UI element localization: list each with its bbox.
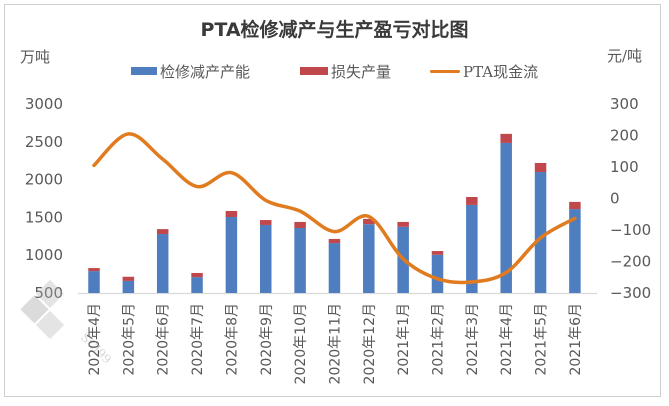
bar-loss — [294, 221, 306, 228]
x-axis-labels: 2020年4月 2020年5月 2020年6月 2020年7月 2020年8月 2020年… — [87, 303, 584, 384]
bar-capacity — [500, 142, 512, 293]
x-tick-label: 2021年2月 — [431, 303, 447, 376]
left-tick-label: 1000 — [25, 246, 63, 264]
left-tick-label: 1500 — [25, 208, 63, 226]
right-axis-ticks: 300 200 100 0 −100 −200 −300 — [610, 95, 651, 302]
x-tick-label: 2021年4月 — [499, 303, 515, 376]
right-tick-label: −100 — [610, 221, 651, 239]
legend-swatch-blue — [131, 67, 157, 75]
x-tick-label: 2021年3月 — [465, 303, 481, 376]
left-tick-label: 3000 — [25, 95, 63, 113]
bar-loss — [328, 238, 341, 244]
x-tick-label: 2020年6月 — [156, 303, 172, 376]
chart-frame — [4, 4, 661, 397]
x-tick-label: 2020年7月 — [190, 303, 206, 376]
legend-item-loss: 损失产量 — [300, 61, 391, 81]
bar-loss — [569, 201, 581, 210]
bar-series — [88, 133, 581, 293]
legend-label: 检修减产产能 — [160, 62, 251, 81]
legend-label: PTA现金流 — [463, 62, 539, 81]
bar-capacity — [260, 224, 272, 293]
x-tick-label: 2020年4月 — [87, 303, 103, 376]
x-tick-label: 2020年8月 — [224, 303, 240, 376]
x-tick-label: 2020年11月 — [327, 303, 343, 384]
bar-loss — [466, 196, 478, 205]
left-axis-unit: 万吨 — [20, 48, 51, 66]
bar-capacity — [122, 280, 135, 293]
bar-capacity — [363, 224, 375, 293]
bar-capacity — [569, 209, 581, 293]
left-tick-label: 2500 — [25, 133, 63, 151]
x-tick-label: 2020年10月 — [293, 303, 309, 384]
left-tick-label: 500 — [34, 284, 63, 302]
bar-loss — [122, 276, 135, 281]
right-tick-label: 200 — [610, 127, 639, 145]
x-tick-label: 2020年5月 — [121, 303, 137, 376]
bar-capacity — [328, 243, 341, 293]
legend-item-capacity: 检修减产产能 — [131, 61, 250, 81]
bar-loss — [88, 268, 100, 272]
right-axis-unit: 元/吨 — [607, 47, 643, 65]
bar-capacity — [294, 227, 306, 293]
right-tick-label: −300 — [610, 284, 651, 302]
bar-capacity — [191, 277, 203, 293]
x-tick-label: 2021年6月 — [568, 303, 584, 376]
bar-capacity — [88, 271, 100, 293]
bar-loss — [191, 272, 203, 278]
bar-loss — [363, 218, 375, 225]
right-tick-label: 0 — [610, 190, 620, 208]
cashflow-line — [92, 132, 577, 285]
bar-loss — [156, 229, 169, 235]
x-tick-label: 2021年1月 — [396, 303, 412, 376]
right-tick-label: 100 — [610, 158, 639, 176]
bar-capacity — [156, 234, 169, 293]
bar-loss — [431, 251, 444, 255]
bar-capacity — [534, 172, 547, 293]
legend-label: 损失产量 — [331, 62, 392, 81]
legend: 检修减产产能 损失产量 PTA现金流 — [0, 61, 669, 81]
bar-loss — [260, 220, 272, 225]
legend-swatch-orange-line — [430, 69, 460, 73]
x-tick-label: 2021年5月 — [534, 303, 550, 376]
bar-loss — [500, 133, 512, 143]
bar-loss — [397, 221, 409, 227]
legend-swatch-red — [300, 67, 328, 75]
left-tick-label: 2000 — [25, 171, 63, 189]
bar-capacity — [225, 217, 238, 293]
right-tick-label: −200 — [610, 253, 651, 271]
left-axis-ticks: 3000 2500 2000 1500 1000 500 — [25, 95, 63, 302]
x-tick-label: 2020年9月 — [259, 303, 275, 376]
chart-title: PTA检修减产与生产盈亏对比图 — [200, 19, 469, 41]
bar-capacity — [431, 254, 444, 293]
right-tick-label: 300 — [610, 95, 639, 113]
bar-loss — [534, 162, 547, 173]
bar-capacity — [466, 204, 478, 293]
x-tick-label: 2020年12月 — [362, 303, 378, 384]
bar-loss — [225, 210, 238, 218]
legend-item-cashflow: PTA现金流 — [430, 61, 538, 81]
